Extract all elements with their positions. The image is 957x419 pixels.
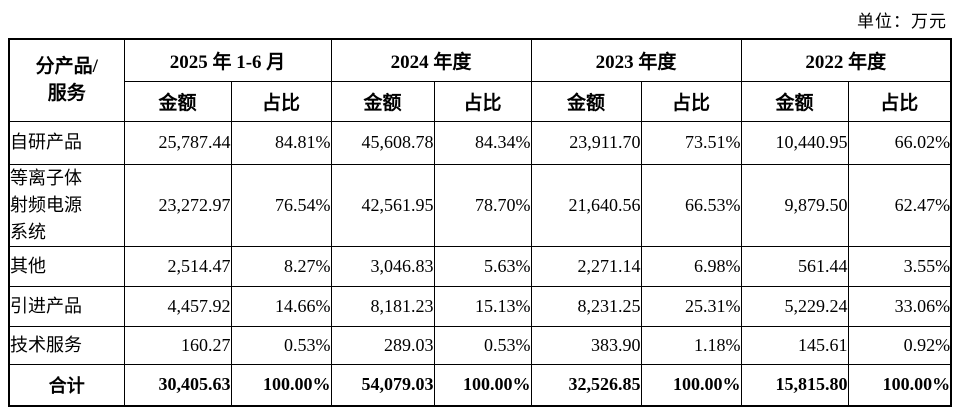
cell-amount-2024: 289.03: [330, 325, 435, 365]
cell-ratio-2023: 66.53%: [640, 163, 742, 247]
unit-label: 单位：万元: [857, 12, 947, 31]
col-group-2025h1: 2025 年 1-6 月: [123, 38, 332, 82]
cell-amount-2024: 42,561.95: [330, 163, 435, 247]
total-amount-2024: 54,079.03: [330, 363, 435, 407]
cell-amount-2024: 3,046.83: [330, 245, 435, 287]
cell-ratio-2025h1: 14.66%: [230, 285, 332, 327]
col-header-amount-2025h1: 金额: [123, 80, 232, 122]
col-header-ratio-2022: 占比: [847, 80, 952, 122]
cell-ratio-2025h1: 84.81%: [230, 120, 332, 165]
cell-ratio-2024: 78.70%: [433, 163, 532, 247]
cell-amount-2025h1: 160.27: [123, 325, 232, 365]
total-label: 合计: [8, 363, 125, 407]
cell-amount-2023: 2,271.14: [530, 245, 642, 287]
table-row-self-developed: 自研产品 25,787.44 84.81% 45,608.78 84.34% 2…: [8, 120, 952, 165]
table-row-technical-services: 技术服务 160.27 0.53% 289.03 0.53% 383.90 1.…: [8, 325, 952, 365]
row-label: 其他: [8, 245, 125, 287]
cell-ratio-2022: 62.47%: [847, 163, 952, 247]
col-header-ratio-2023: 占比: [640, 80, 742, 122]
table-row-other: 其他 2,514.47 8.27% 3,046.83 5.63% 2,271.1…: [8, 245, 952, 287]
col-header-amount-2022: 金额: [740, 80, 849, 122]
cell-ratio-2024: 0.53%: [433, 325, 532, 365]
cell-amount-2022: 9,879.50: [740, 163, 849, 247]
cell-ratio-2022: 0.92%: [847, 325, 952, 365]
col-header-amount-2023: 金额: [530, 80, 642, 122]
col-header-ratio-2024: 占比: [433, 80, 532, 122]
table-row-plasma-rf-power-system: 等离子体 射频电源 系统 23,272.97 76.54% 42,561.95 …: [8, 163, 952, 247]
row-header-title: 分产品/ 服务: [8, 38, 125, 122]
cell-ratio-2023: 6.98%: [640, 245, 742, 287]
cell-amount-2022: 5,229.24: [740, 285, 849, 327]
total-ratio-2023: 100.00%: [640, 363, 742, 407]
cell-amount-2022: 561.44: [740, 245, 849, 287]
cell-ratio-2024: 84.34%: [433, 120, 532, 165]
col-header-ratio-2025h1: 占比: [230, 80, 332, 122]
cell-ratio-2025h1: 8.27%: [230, 245, 332, 287]
table-row-total: 合计 30,405.63 100.00% 54,079.03 100.00% 3…: [8, 363, 952, 407]
cell-ratio-2024: 5.63%: [433, 245, 532, 287]
total-amount-2023: 32,526.85: [530, 363, 642, 407]
cell-ratio-2024: 15.13%: [433, 285, 532, 327]
total-amount-2025h1: 30,405.63: [123, 363, 232, 407]
cell-amount-2023: 8,231.25: [530, 285, 642, 327]
header-sub-row: 金额 占比 金额 占比 金额 占比 金额 占比: [9, 80, 952, 122]
cell-amount-2024: 8,181.23: [330, 285, 435, 327]
row-label: 自研产品: [8, 120, 125, 165]
cell-amount-2023: 383.90: [530, 325, 642, 365]
cell-ratio-2022: 3.55%: [847, 245, 952, 287]
total-ratio-2024: 100.00%: [433, 363, 532, 407]
cell-amount-2023: 21,640.56: [530, 163, 642, 247]
table-row-imported-products: 引进产品 4,457.92 14.66% 8,181.23 15.13% 8,2…: [8, 285, 952, 327]
cell-amount-2025h1: 25,787.44: [123, 120, 232, 165]
col-group-2023: 2023 年度: [530, 38, 742, 82]
header-group-row: 分产品/ 服务 2025 年 1-6 月 2024 年度 2023 年度 202…: [8, 38, 952, 122]
cell-ratio-2023: 1.18%: [640, 325, 742, 365]
col-header-amount-2024: 金额: [330, 80, 435, 122]
row-label: 等离子体 射频电源 系统: [8, 163, 125, 247]
revenue-by-product-table: 分产品/ 服务 2025 年 1-6 月 2024 年度 2023 年度 202…: [8, 38, 953, 407]
col-group-2022: 2022 年度: [740, 38, 952, 82]
cell-ratio-2023: 73.51%: [640, 120, 742, 165]
total-ratio-2025h1: 100.00%: [230, 363, 332, 407]
cell-amount-2025h1: 4,457.92: [123, 285, 232, 327]
cell-ratio-2025h1: 0.53%: [230, 325, 332, 365]
cell-ratio-2025h1: 76.54%: [230, 163, 332, 247]
row-label: 技术服务: [8, 325, 125, 365]
row-label: 引进产品: [8, 285, 125, 327]
cell-ratio-2022: 66.02%: [847, 120, 952, 165]
cell-amount-2023: 23,911.70: [530, 120, 642, 165]
cell-amount-2022: 10,440.95: [740, 120, 849, 165]
col-group-2024: 2024 年度: [330, 38, 532, 82]
cell-ratio-2023: 25.31%: [640, 285, 742, 327]
cell-amount-2025h1: 2,514.47: [123, 245, 232, 287]
total-amount-2022: 15,815.80: [740, 363, 849, 407]
total-ratio-2022: 100.00%: [847, 363, 952, 407]
cell-ratio-2022: 33.06%: [847, 285, 952, 327]
cell-amount-2022: 145.61: [740, 325, 849, 365]
cell-amount-2024: 45,608.78: [330, 120, 435, 165]
cell-amount-2025h1: 23,272.97: [123, 163, 232, 247]
